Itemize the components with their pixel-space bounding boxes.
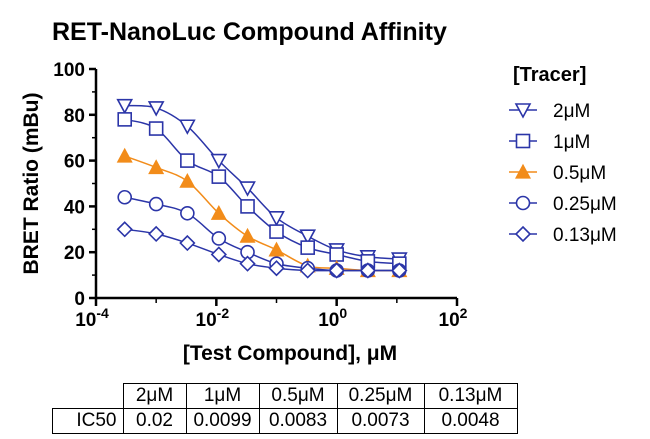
data-point xyxy=(300,240,315,255)
data-point xyxy=(148,159,165,175)
data-point xyxy=(117,112,133,127)
data-point xyxy=(268,241,285,257)
data-point xyxy=(180,205,195,221)
legend-marker xyxy=(515,133,531,149)
data-point xyxy=(328,262,345,279)
legend-label: 0.5μM xyxy=(553,163,606,184)
data-point xyxy=(211,169,227,184)
data-point xyxy=(239,255,256,272)
y-axis-title: BRET Ratio (mBu) xyxy=(20,93,43,275)
table-cell: 0.0073 xyxy=(336,408,425,434)
y-tick-label: 80 xyxy=(64,106,85,127)
table-header-cell: 2μM xyxy=(122,383,187,409)
legend-title: [Tracer] xyxy=(513,64,586,86)
data-point xyxy=(329,247,344,262)
legend-marker xyxy=(514,225,532,243)
data-point xyxy=(210,153,228,170)
x-tick-label: 10-2 xyxy=(196,305,230,331)
x-tick-label: 100 xyxy=(318,305,347,331)
table-header-cell: 0.5μM xyxy=(258,383,338,409)
data-point xyxy=(116,147,133,163)
y-tick-label: 20 xyxy=(64,243,85,264)
data-point xyxy=(210,246,227,263)
data-point xyxy=(211,231,227,246)
table-header-cell: 1μM xyxy=(185,383,260,409)
legend-marker xyxy=(514,103,532,119)
data-point xyxy=(147,101,165,117)
table-header-cell: 0.25μM xyxy=(336,383,425,409)
data-point xyxy=(210,205,227,220)
y-tick-label: 40 xyxy=(64,197,85,218)
x-axis-title: [Test Compound], μM xyxy=(183,342,397,365)
data-point xyxy=(117,189,133,205)
table-header-row: 2μM 1μM 0.5μM 0.25μM 0.13μM xyxy=(52,383,518,409)
data-point xyxy=(148,225,165,243)
chart: RET-NanoLuc Compound Affinity 0 20 40 60 80 10… xyxy=(20,18,617,365)
table-corner-cell xyxy=(52,383,124,409)
y-tick-label: 60 xyxy=(64,152,85,173)
data-point xyxy=(116,98,134,115)
data-point xyxy=(179,234,196,252)
table-cell: 0.0083 xyxy=(258,408,338,434)
series-line xyxy=(124,118,400,265)
data-point xyxy=(116,221,133,238)
table-row: IC50 0.02 0.0099 0.0083 0.0073 0.0048 xyxy=(52,408,518,434)
data-point xyxy=(180,153,195,168)
data-point xyxy=(299,229,317,245)
data-point xyxy=(268,260,285,277)
y-tick-label: 0 xyxy=(74,289,85,310)
data-point xyxy=(148,196,164,212)
table-cell: 0.0048 xyxy=(423,408,518,434)
series-line xyxy=(124,228,400,272)
legend-label: 1μM xyxy=(553,132,590,153)
data-point xyxy=(268,211,285,227)
legend-label: 0.25μM xyxy=(553,194,617,215)
data-point xyxy=(391,262,408,279)
data-point xyxy=(359,262,376,279)
data-point xyxy=(299,262,316,279)
legend-label: 0.13μM xyxy=(553,225,617,246)
data-point xyxy=(148,121,164,136)
chart-title: RET-NanoLuc Compound Affinity xyxy=(52,18,447,46)
series-line xyxy=(124,104,400,260)
x-tick-label: 10-4 xyxy=(75,305,109,331)
legend-marker xyxy=(514,163,532,179)
x-tick-label: 102 xyxy=(439,305,468,331)
data-point xyxy=(269,224,284,239)
legend-label: 2μM xyxy=(553,101,590,122)
legend-marker xyxy=(515,195,531,211)
table-header-cell: 0.13μM xyxy=(423,383,518,409)
y-tick-label: 100 xyxy=(53,60,85,81)
table-cell: 0.02 xyxy=(122,408,187,434)
ic50-table: 2μM 1μM 0.5μM 0.25μM 0.13μM IC50 0.02 0.… xyxy=(52,383,518,434)
series-line xyxy=(124,155,400,272)
data-point xyxy=(240,199,255,214)
data-point xyxy=(179,172,196,188)
data-point xyxy=(239,227,256,243)
table-row-label: IC50 xyxy=(52,408,124,434)
data-point xyxy=(179,119,196,135)
table-cell: 0.0099 xyxy=(185,408,260,434)
data-point xyxy=(239,181,256,197)
